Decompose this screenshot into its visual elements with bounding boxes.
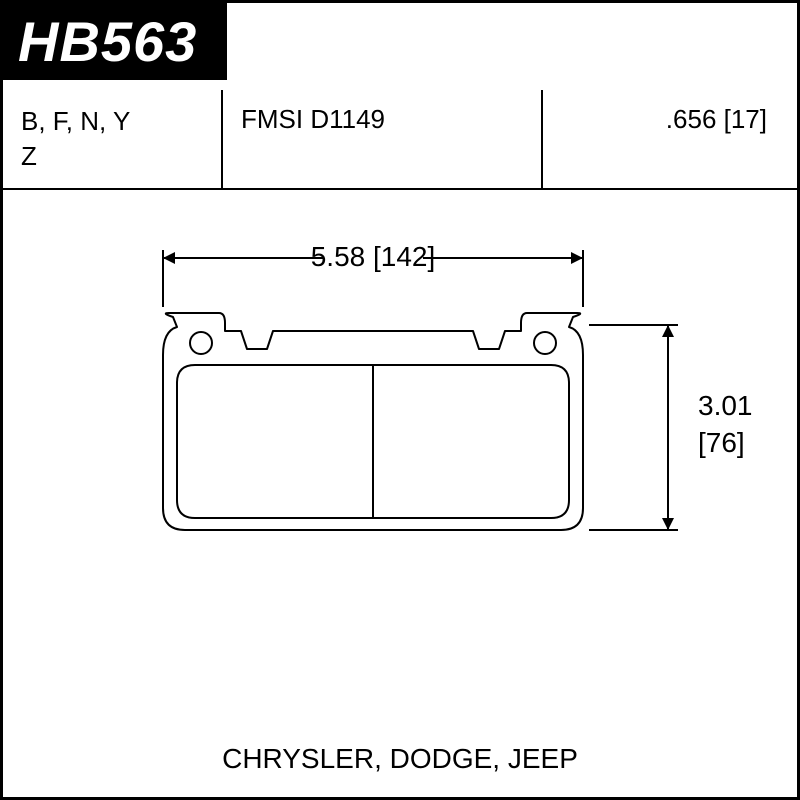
thickness-cell: .656 [17]	[543, 90, 797, 188]
compounds-cell: B, F, N, Y Z	[3, 90, 223, 188]
svg-text:5.58 [142]: 5.58 [142]	[311, 241, 436, 272]
diagram-area: 5.58 [142] 3.01 [76]	[3, 190, 797, 750]
compounds-line1: B, F, N, Y	[21, 104, 203, 139]
spec-row: B, F, N, Y Z FMSI D1149 .656 [17]	[3, 90, 797, 190]
compounds-line2: Z	[21, 139, 203, 174]
brake-pad-diagram: 5.58 [142] 3.01 [76]	[3, 190, 800, 750]
part-number-band: HB563	[0, 3, 227, 80]
vehicle-makes: CHRYSLER, DODGE, JEEP	[3, 743, 797, 775]
svg-text:3.01: 3.01	[698, 390, 753, 421]
svg-text:[76]: [76]	[698, 427, 745, 458]
fmsi-cell: FMSI D1149	[223, 90, 543, 188]
part-number: HB563	[18, 10, 197, 73]
